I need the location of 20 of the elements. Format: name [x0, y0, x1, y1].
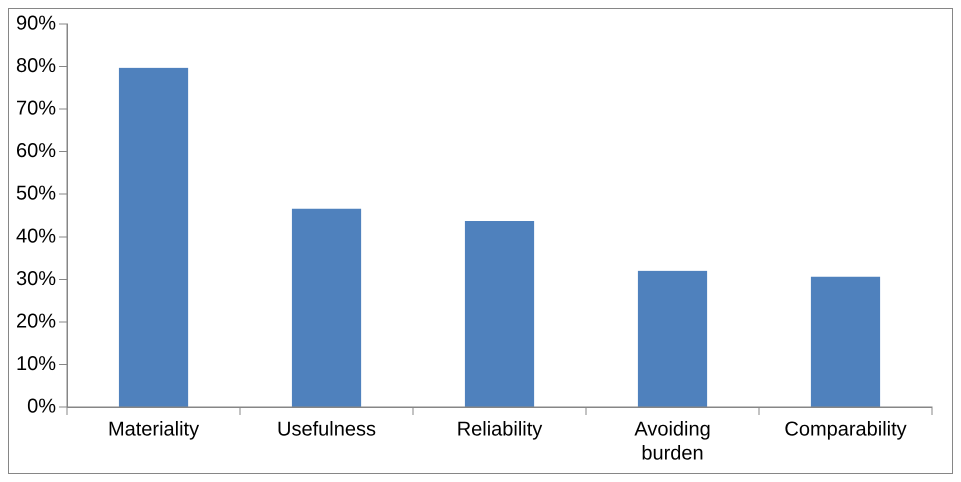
- x-tick-label: Reliability: [456, 418, 542, 441]
- y-tick-label: 0%: [27, 396, 56, 418]
- bar: [292, 208, 362, 406]
- bar: [810, 276, 880, 406]
- x-tick-label: Materiality: [108, 418, 200, 441]
- y-tick-label: 70%: [16, 98, 56, 120]
- y-tick-label: 10%: [16, 352, 56, 375]
- bar: [118, 68, 188, 406]
- y-tick-label: 20%: [16, 310, 56, 332]
- x-tick-label: Usefulness: [277, 418, 376, 441]
- y-tick-label: 60%: [16, 140, 56, 162]
- bar: [638, 270, 708, 406]
- x-tick-label: Avoiding burden: [634, 418, 711, 465]
- bar: [464, 221, 534, 406]
- y-tick-label: 80%: [16, 55, 56, 78]
- x-tick-label: Comparability: [784, 418, 907, 441]
- y-tick-label: 90%: [16, 12, 56, 35]
- y-tick-label: 50%: [16, 182, 56, 205]
- y-tick-label: 40%: [16, 225, 56, 248]
- y-tick-label: 30%: [16, 268, 56, 290]
